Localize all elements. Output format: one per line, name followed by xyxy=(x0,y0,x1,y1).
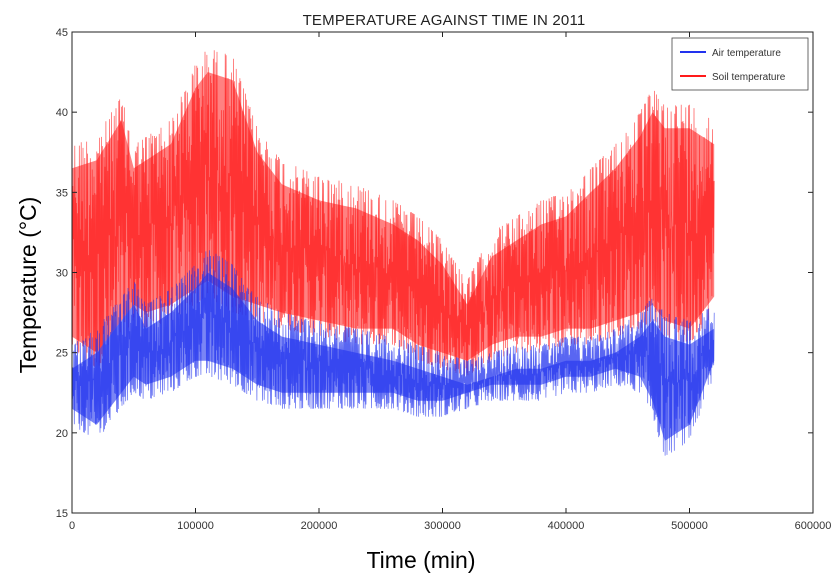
y-axis-ticks: 15 20 25 30 35 40 45 xyxy=(56,27,813,520)
y-tick-label: 40 xyxy=(56,107,68,119)
y-tick-label: 30 xyxy=(56,268,68,280)
y-tick-label: 25 xyxy=(56,348,68,360)
plot-data-layer xyxy=(71,50,715,456)
x-axis-title: Time (min) xyxy=(366,547,475,573)
y-axis-title: Temperature (°C) xyxy=(15,197,41,374)
series-line-air xyxy=(71,250,715,456)
x-tick-label: 500000 xyxy=(671,520,708,532)
x-tick-label: 300000 xyxy=(424,520,461,532)
x-axis-ticks: 0 100000 200000 300000 400000 500000 600000 xyxy=(69,32,831,532)
x-tick-label: 100000 xyxy=(177,520,214,532)
legend-box xyxy=(671,37,809,91)
legend-label-soil: Soil temperature xyxy=(712,72,786,83)
x-tick-label: 400000 xyxy=(548,520,585,532)
x-tick-label: 200000 xyxy=(301,520,338,532)
x-tick-label: 0 xyxy=(69,520,75,532)
y-tick-label: 45 xyxy=(56,27,68,39)
legend: Air temperature Soil temperature xyxy=(671,37,809,91)
x-tick-label: 600000 xyxy=(795,520,832,532)
series-line-soil xyxy=(71,50,715,376)
chart-title: TEMPERATURE AGAINST TIME IN 2011 xyxy=(303,12,586,29)
y-tick-label: 20 xyxy=(56,428,68,440)
y-tick-label: 35 xyxy=(56,187,68,199)
series-air xyxy=(71,250,715,456)
legend-label-air: Air temperature xyxy=(712,48,781,59)
y-tick-label: 15 xyxy=(56,508,68,520)
